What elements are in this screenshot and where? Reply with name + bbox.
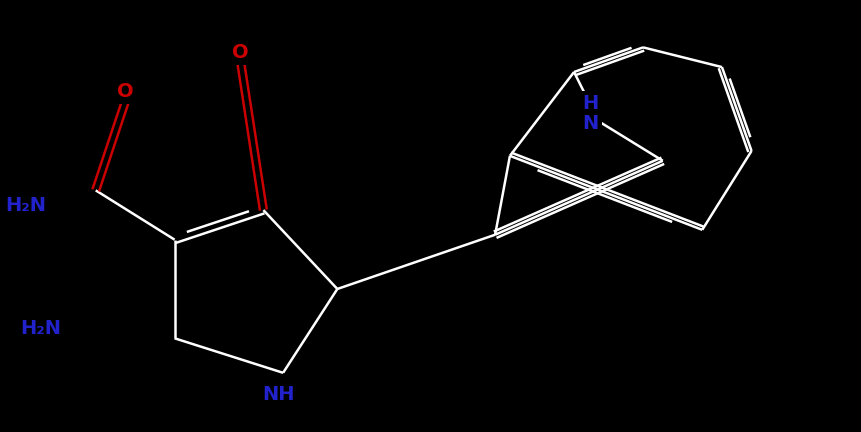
Text: H₂N: H₂N	[5, 196, 46, 215]
Text: NH: NH	[262, 385, 294, 404]
Text: N: N	[582, 114, 598, 133]
Text: H₂N: H₂N	[20, 319, 61, 338]
Text: H: H	[582, 94, 598, 113]
Text: O: O	[117, 82, 133, 101]
Text: O: O	[232, 43, 249, 62]
